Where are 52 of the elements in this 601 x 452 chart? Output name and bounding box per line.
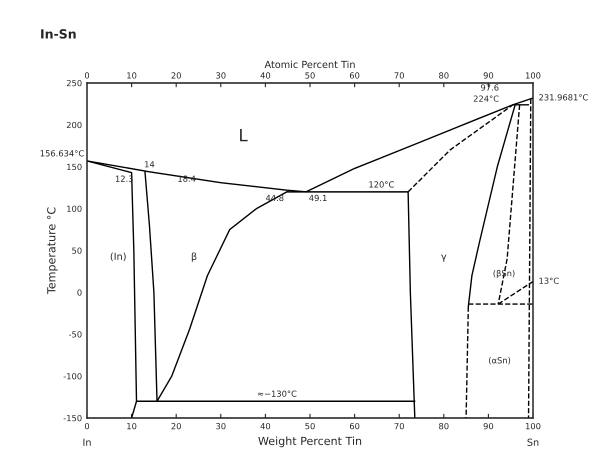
x2-tick-label: 40 (260, 423, 270, 430)
annotation: 224°C (474, 95, 499, 102)
y-tick-label: 50 (72, 247, 82, 254)
y-tick-label: 100 (67, 206, 82, 212)
x2-tick-label: 80 (439, 423, 449, 430)
annotation: 49.1 (309, 194, 327, 202)
y-tick-label: 200 (66, 122, 82, 128)
y-tick-label: -50 (68, 331, 82, 338)
annotation: 120°C (369, 181, 394, 188)
text: In (83, 438, 91, 446)
y-tick-label: -150 (64, 414, 82, 422)
x2-tick-label: 90 (484, 423, 494, 430)
annotation: 231.9681°C (539, 94, 588, 100)
annotation: β (192, 252, 196, 262)
x-tick-label: 30 (216, 72, 226, 79)
annotation: 156.634°C (40, 150, 84, 156)
annotation: ≈−130°C (258, 390, 296, 397)
x2-tick-label: 0 (84, 423, 90, 430)
chart-title: In-Sn (41, 29, 76, 39)
x-tick-label: 0 (84, 72, 90, 79)
x-tick-label: 90 (484, 72, 494, 79)
x-tick-label: 20 (172, 72, 181, 79)
y-tick-label: 0 (77, 289, 82, 296)
annotation: 14 (145, 161, 154, 168)
annotation: 97.6 (481, 84, 499, 91)
annotation: (αSn) (488, 357, 510, 364)
x-tick-label: 100 (526, 72, 540, 79)
x-tick-label: 50 (305, 72, 315, 79)
y-tick-label: 250 (66, 80, 82, 86)
x-tick-label: 80 (439, 72, 449, 79)
annotation: γ (441, 254, 446, 262)
x-tick-label: 60 (350, 72, 360, 79)
y-tick-label: 150 (67, 164, 82, 170)
annotation: (In) (110, 252, 126, 262)
y-tick-label: -100 (64, 373, 82, 380)
x2-tick-label: 10 (127, 423, 136, 430)
text: Sn (527, 438, 538, 446)
x2-tick-label: 30 (216, 423, 226, 430)
x2-tick-label: 70 (394, 423, 404, 430)
y-axis-title: Temperature °C (47, 207, 58, 294)
annotation: L (240, 129, 248, 142)
x-tick-label: 40 (260, 72, 270, 79)
x-tick-label: 10 (127, 72, 136, 79)
x2-tick-label: 60 (350, 423, 360, 430)
x2-tick-label: 50 (305, 423, 315, 430)
x2-axis-title: Atomic Percent Tin (264, 60, 355, 68)
x2-tick-label: 20 (172, 423, 181, 430)
x2-tick-label: 100 (526, 423, 540, 430)
x-axis-title: Weight Percent Tin (258, 436, 362, 448)
x-tick-label: 70 (394, 72, 404, 79)
annotation: 13°C (539, 278, 559, 284)
annotation: (βSn) (494, 270, 514, 278)
